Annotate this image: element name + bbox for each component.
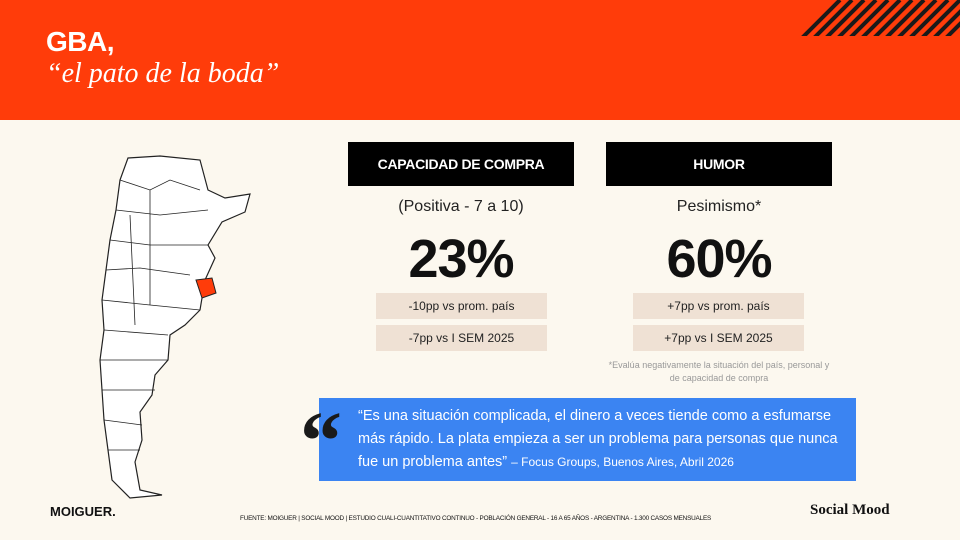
footnote: *Evalúa negativamente la situación del p… [608,360,830,383]
panel-note: -7pp vs I SEM 2025 [376,325,547,351]
source: FUENTE: MOIGUER | SOCIAL MOOD | ESTUDIO … [240,515,712,522]
panel-value: 23% [408,229,514,289]
map [99,155,251,499]
subtitle: “el pato de la boda” [46,58,280,89]
brand-right: Social Mood [810,502,890,518]
quote-text: “Es una situación complicada, el dinero … [358,408,838,470]
panel-header: HUMOR [606,142,832,186]
panel-header: CAPACIDAD DE COMPRA [348,142,574,186]
panel-note: -10pp vs prom. país [376,293,547,319]
quote-source: – Focus Groups, Buenos Aires, Abril 2026 [511,455,734,469]
quote-box [319,398,856,481]
title: GBA, [46,26,115,57]
stripes [801,0,960,36]
panel-value: 60% [666,229,772,289]
panel-note: +7pp vs I SEM 2025 [633,325,804,351]
panel-note: +7pp vs prom. país [633,293,804,319]
header-band [0,0,960,120]
panel-subtitle: (Positiva - 7 a 10) [398,198,524,215]
quote: “Es una situación complicada, el dinero … [358,405,848,474]
brand-left: MOIGUER. [50,504,116,519]
quote-mark: “ [300,395,342,488]
panel-subtitle: Pesimismo* [676,198,762,215]
